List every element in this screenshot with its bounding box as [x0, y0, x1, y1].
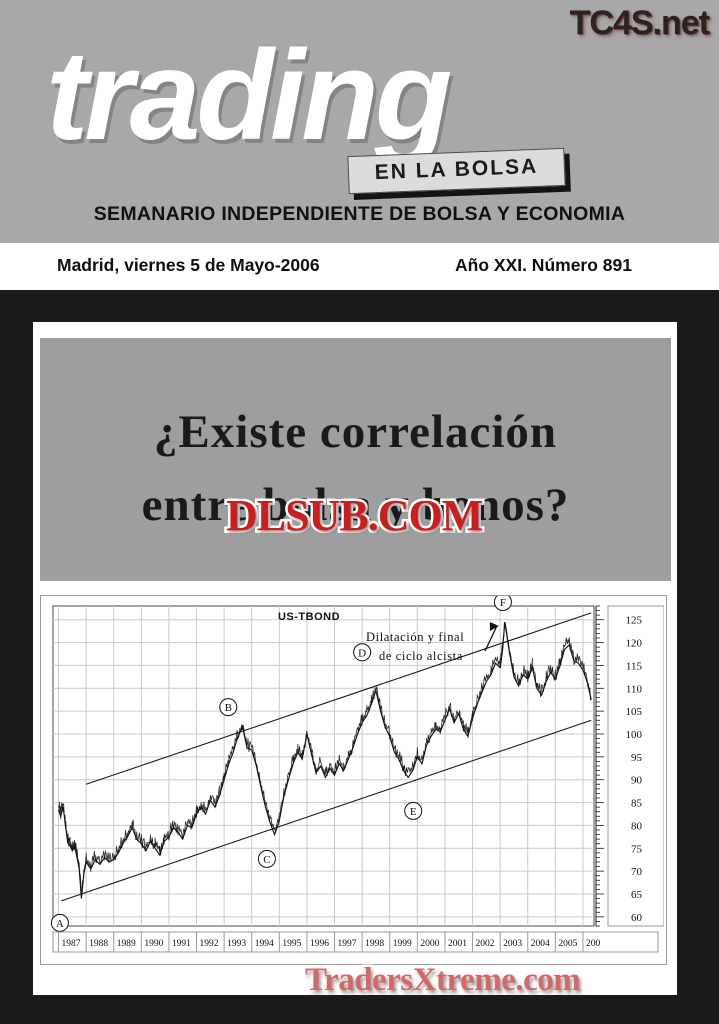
cover-headline: ¿Existe correlación entre bolsa y bonos?: [40, 396, 671, 542]
chart-marker-A: A: [50, 913, 69, 932]
chart-marker-label: E: [410, 806, 417, 818]
y-axis-tick-label: 60: [631, 912, 643, 924]
chart-canvas: A B C D E F Dilatación y final de ciclo alcista…: [50, 596, 664, 953]
tradersxtreme-watermark: TradersXtreme.com: [302, 961, 583, 999]
y-axis-tick-label: 95: [631, 752, 643, 764]
y-axis-tick-label: 85: [631, 798, 643, 810]
y-axis-tick-label: 115: [626, 660, 643, 672]
x-axis-tick-label: 1998: [365, 939, 384, 949]
issue-number: Año XXI. Número 891: [455, 255, 632, 275]
us-tbond-chart: A B C D E F Dilatación y final de ciclo alcista…: [40, 595, 667, 965]
chart-marker-B: B: [219, 698, 238, 717]
trading-wordmark: trading: [46, 24, 452, 166]
channel-line-lower: [61, 719, 592, 902]
x-axis-tick-label: 1994: [255, 939, 274, 949]
chart-marker-label: B: [225, 702, 232, 714]
content-panel: ¿Existe correlación entre bolsa y bonos?…: [33, 322, 677, 995]
x-axis-label-box: [52, 931, 659, 953]
channel-line-upper: [85, 612, 592, 785]
tc4s-site-logo: TC4S.net: [569, 4, 710, 42]
annotation-arrow-head: [489, 622, 499, 631]
headline-box: ¿Existe correlación entre bolsa y bonos?…: [40, 338, 671, 581]
en-la-bolsa-badge: EN LA BOLSA: [347, 147, 566, 195]
x-axis-tick-label: 1991: [172, 939, 191, 949]
x-axis-tick-label: 200: [586, 939, 601, 949]
x-axis-tick-label: 1989: [117, 939, 136, 949]
x-axis-tick-label: 1996: [310, 939, 329, 949]
x-axis-tick-label: 2001: [448, 939, 467, 949]
x-axis-tick-label: 1995: [282, 939, 301, 949]
x-axis-tick-label: 1997: [338, 939, 357, 949]
x-axis-tick-label: 2003: [503, 939, 522, 949]
x-axis-tick-label: 1990: [144, 939, 163, 949]
annotation-arrow-shaft: [484, 625, 498, 652]
x-axis-tick-label: 1992: [200, 939, 219, 949]
chart-marker-label: C: [263, 854, 270, 866]
chart-marker-E: E: [404, 801, 423, 820]
y-axis-tick-label: 110: [626, 683, 643, 695]
y-axis-tick-label: 120: [626, 638, 643, 650]
chart-marker-label: F: [500, 597, 506, 609]
y-axis-tick-label: 90: [631, 775, 643, 787]
chart-title: US-TBOND: [278, 611, 340, 623]
chart-annotation-line-2: de ciclo alcista: [379, 649, 463, 663]
y-axis-tick-label: 75: [631, 843, 643, 855]
plot-frame: [52, 605, 595, 927]
y-axis-tick-label: 80: [631, 820, 643, 832]
x-axis-tick-label: 2005: [558, 939, 577, 949]
date-bar: Madrid, viernes 5 de Mayo-2006 Año XXI. …: [0, 243, 719, 290]
en-la-bolsa-label: EN LA BOLSA: [374, 154, 539, 185]
x-axis-tick-label: 1988: [89, 939, 108, 949]
headline-line-1: ¿Existe correlación: [153, 406, 558, 458]
y-axis-tick-label: 100: [626, 729, 643, 741]
x-axis-tick-label: 1993: [227, 939, 246, 949]
place-and-date: Madrid, viernes 5 de Mayo-2006: [57, 255, 320, 275]
masthead-tagline: SEMANARIO INDEPENDIENTE DE BOLSA Y ECONO…: [93, 203, 626, 225]
headline-line-2: entre bolsa y bonos?: [141, 479, 570, 531]
chart-marker-label: D: [358, 647, 366, 659]
y-axis-tick-label: 70: [631, 866, 643, 878]
chart-marker-D: D: [353, 643, 372, 662]
masthead: TC4S.net trading EN LA BOLSA SEMANARIO I…: [0, 0, 719, 243]
chart-marker-label: A: [56, 918, 64, 930]
x-axis-tick-label: 2002: [476, 939, 495, 949]
x-axis-tick-label: 2004: [531, 939, 550, 949]
y-axis-tick-label: 125: [626, 615, 643, 627]
y-axis-tick-label: 65: [631, 889, 643, 901]
chart-annotation-line-1: Dilatación y final: [366, 630, 464, 644]
chart-marker-C: C: [257, 849, 276, 868]
chart-marker-F: F: [493, 596, 512, 611]
price-series-noise: [58, 621, 592, 895]
x-axis-tick-label: 2000: [420, 939, 439, 949]
x-axis-tick-label: 1999: [393, 939, 412, 949]
dlsub-watermark: DLSUB.COM: [223, 491, 485, 540]
x-axis-tick-label: 1987: [62, 939, 81, 949]
y-axis-tick-label: 105: [626, 706, 643, 718]
y-axis-label-box: [607, 605, 664, 927]
